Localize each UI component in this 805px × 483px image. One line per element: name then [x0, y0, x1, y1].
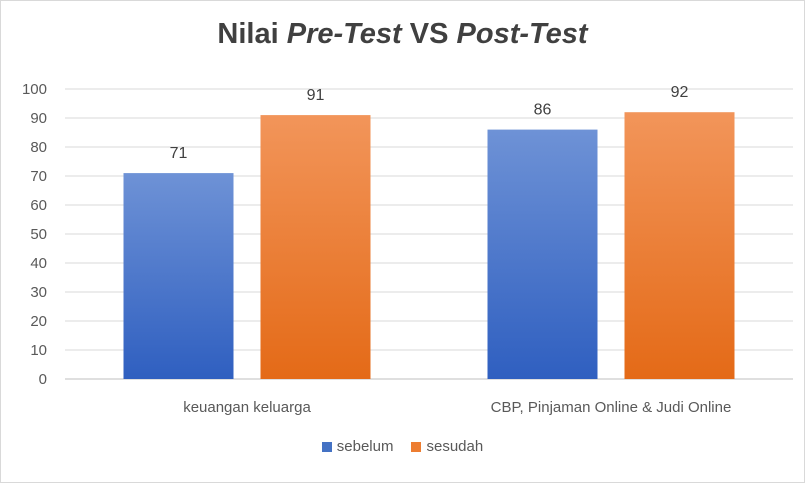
- legend-swatch-sesudah: [411, 441, 422, 452]
- bar-sesudah: [260, 115, 371, 379]
- x-tick-label: CBP, Pinjaman Online & Judi Online: [491, 399, 732, 416]
- data-label: 92: [671, 84, 689, 101]
- title-part-4: Post-Test: [456, 18, 588, 50]
- data-label: 91: [307, 87, 325, 104]
- title-part-1: Nilai: [217, 18, 287, 50]
- y-tick-label: 20: [30, 313, 47, 330]
- data-label: 71: [170, 145, 188, 162]
- y-tick-label: 70: [30, 168, 47, 185]
- y-tick-label: 100: [22, 81, 47, 98]
- y-tick-label: 90: [30, 110, 47, 127]
- bar-sesudah: [624, 112, 735, 379]
- x-tick-label: keuangan keluarga: [183, 399, 311, 416]
- legend-item-sebelum: sebelum: [321, 438, 394, 455]
- data-label: 86: [534, 102, 552, 119]
- bar-sebelum: [487, 129, 598, 379]
- legend-swatch-sebelum: [321, 441, 332, 452]
- chart-title: Nilai Pre-Test VS Post-Test: [0, 18, 805, 51]
- y-tick-label: 50: [30, 226, 47, 243]
- legend: sebelum sesudah: [0, 438, 805, 455]
- title-part-2: Pre-Test: [286, 18, 402, 50]
- legend-item-sesudah: sesudah: [411, 438, 483, 455]
- y-tick-label: 40: [30, 255, 47, 272]
- legend-label-sebelum: sebelum: [336, 438, 394, 455]
- y-tick-label: 60: [30, 197, 47, 214]
- legend-label-sesudah: sesudah: [426, 438, 484, 455]
- y-tick-label: 0: [39, 371, 47, 388]
- y-tick-label: 10: [30, 342, 47, 359]
- y-tick-label: 80: [30, 139, 47, 156]
- y-tick-label: 30: [30, 284, 47, 301]
- title-part-3: VS: [401, 18, 457, 50]
- bar-sebelum: [123, 173, 234, 379]
